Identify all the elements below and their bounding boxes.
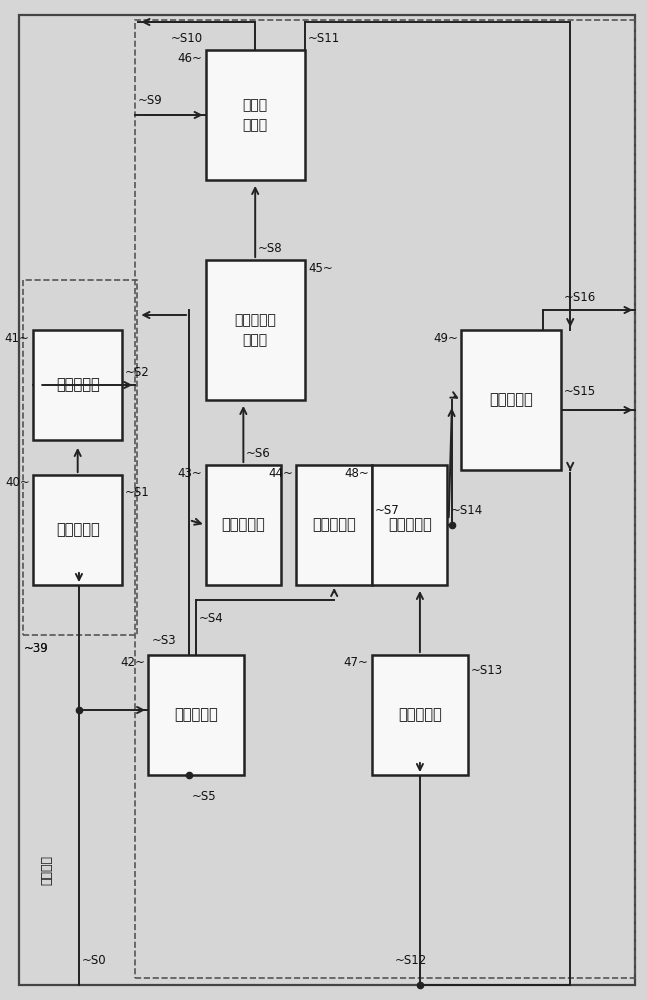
- FancyBboxPatch shape: [148, 655, 244, 775]
- Text: ~S2: ~S2: [125, 366, 149, 379]
- Text: ~S14: ~S14: [450, 504, 483, 516]
- Text: 特征点
匹配部: 特征点 匹配部: [243, 98, 268, 132]
- Text: ~S6: ~S6: [246, 447, 270, 460]
- Text: ~S8: ~S8: [258, 241, 282, 254]
- Text: 第二屏蔽部: 第二屏蔽部: [388, 518, 432, 532]
- Text: ~S9: ~S9: [138, 94, 162, 106]
- Text: 输入图像: 输入图像: [41, 855, 54, 885]
- Text: 41~: 41~: [5, 332, 30, 344]
- Text: ~S4: ~S4: [199, 611, 224, 624]
- FancyBboxPatch shape: [461, 330, 561, 470]
- Text: ~S1: ~S1: [125, 487, 149, 499]
- Text: 42~: 42~: [120, 657, 145, 670]
- Text: ~39: ~39: [23, 642, 48, 654]
- Text: 45~: 45~: [308, 261, 333, 274]
- FancyBboxPatch shape: [33, 475, 122, 585]
- Text: ~S12: ~S12: [394, 954, 426, 966]
- Text: ~39: ~39: [23, 642, 48, 654]
- Text: 引导生成部: 引导生成部: [313, 518, 356, 532]
- Text: ~S5: ~S5: [192, 790, 217, 804]
- Text: 掩模生成部: 掩模生成部: [174, 708, 218, 722]
- Text: 区域剪切部: 区域剪切部: [56, 377, 100, 392]
- Text: 第一屏蔽部: 第一屏蔽部: [221, 518, 265, 532]
- FancyBboxPatch shape: [296, 465, 372, 585]
- FancyBboxPatch shape: [206, 260, 305, 400]
- FancyBboxPatch shape: [33, 330, 122, 440]
- Text: ~S10: ~S10: [170, 31, 203, 44]
- Text: 详细匹配部: 详细匹配部: [489, 392, 533, 407]
- Text: ~S16: ~S16: [564, 291, 596, 304]
- Text: ~S3: ~S3: [152, 634, 177, 647]
- Text: 49~: 49~: [433, 332, 458, 344]
- FancyBboxPatch shape: [372, 465, 448, 585]
- Text: 局部特征点
抛出部: 局部特征点 抛出部: [234, 313, 276, 347]
- Bar: [23, 280, 137, 635]
- Text: 区域识别部: 区域识别部: [56, 522, 100, 538]
- Text: ~S13: ~S13: [470, 664, 503, 677]
- Text: 48~: 48~: [344, 467, 369, 480]
- Text: ~S7: ~S7: [375, 504, 400, 516]
- FancyBboxPatch shape: [206, 50, 305, 180]
- Text: 43~: 43~: [178, 467, 203, 480]
- Text: 46~: 46~: [177, 51, 203, 64]
- FancyBboxPatch shape: [372, 655, 468, 775]
- Text: 40~: 40~: [5, 477, 30, 489]
- Text: 投影转换部: 投影转换部: [398, 708, 442, 722]
- FancyBboxPatch shape: [206, 465, 281, 585]
- Text: 44~: 44~: [269, 467, 293, 480]
- Bar: [135, 20, 635, 978]
- Text: ~S11: ~S11: [308, 31, 340, 44]
- Text: ~S0: ~S0: [82, 954, 107, 966]
- Text: ~S15: ~S15: [564, 385, 596, 398]
- Text: 47~: 47~: [344, 657, 369, 670]
